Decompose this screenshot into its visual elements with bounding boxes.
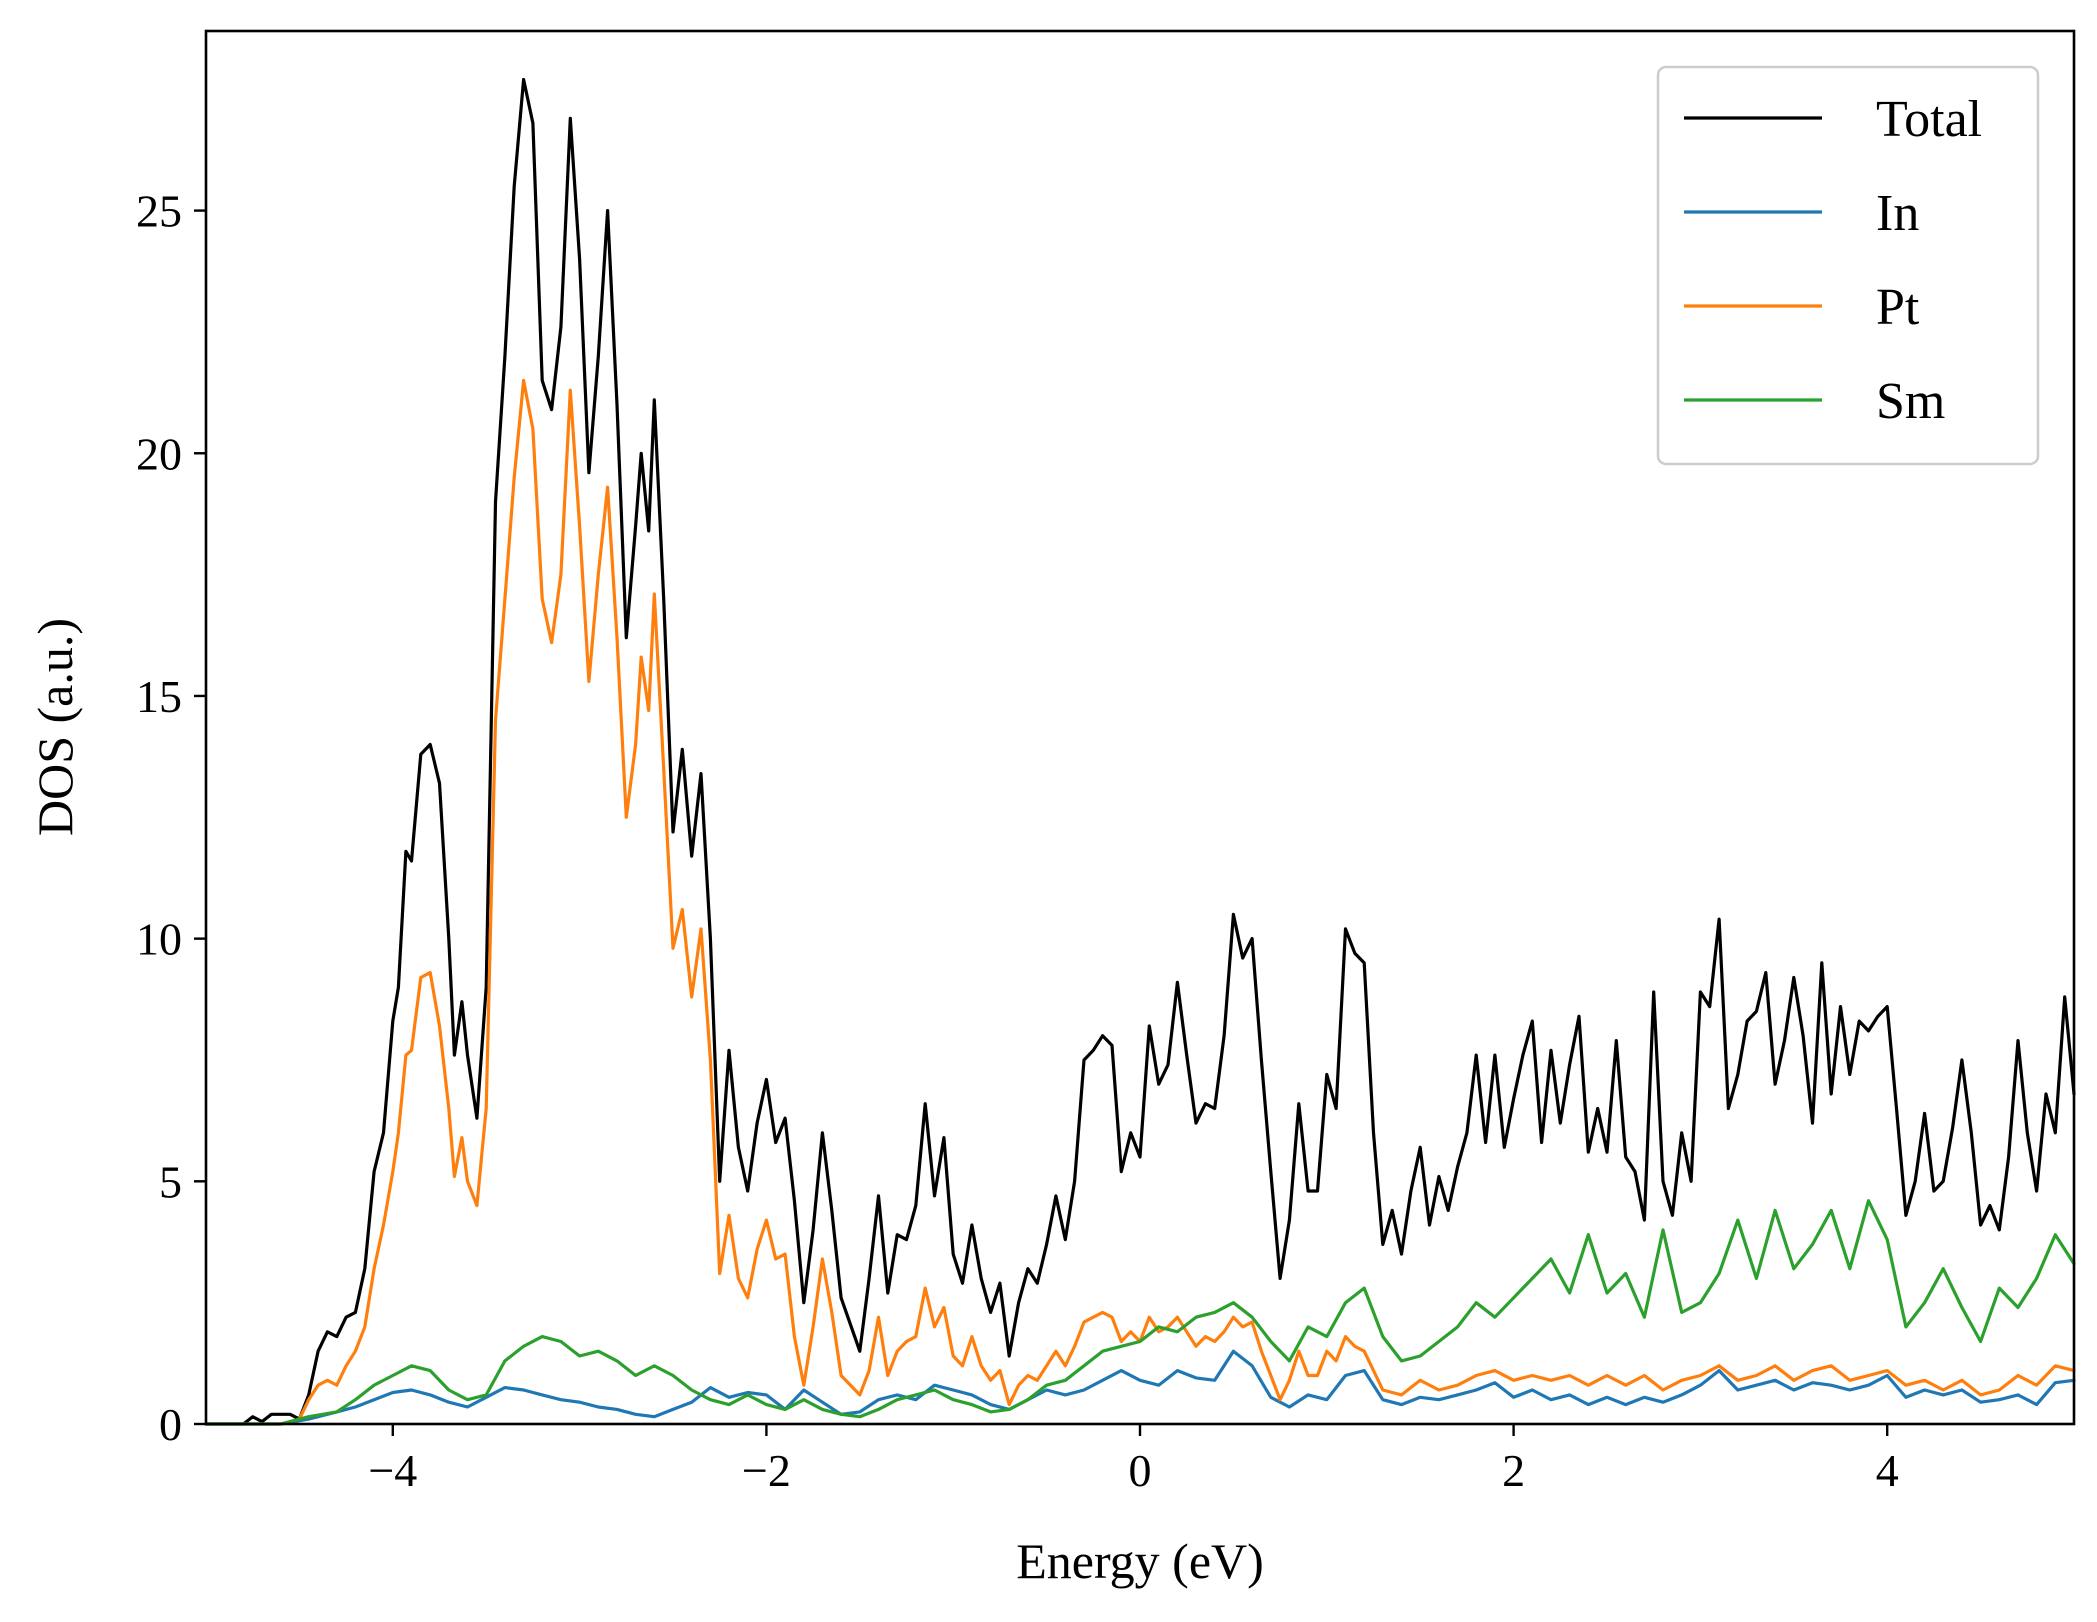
y-axis-label: DOS (a.u.): [27, 618, 83, 836]
x-tick-label: 0: [1129, 1445, 1152, 1496]
series-line-sm: [204, 1199, 2076, 1426]
series-layer: [204, 77, 2076, 1426]
series-line-in: [204, 1349, 2076, 1426]
legend-label-in: In: [1876, 185, 1919, 242]
y-tick-label: 5: [159, 1156, 182, 1207]
y-axis: 0 5 10 15 20 25: [136, 186, 206, 1450]
x-axis-label: Energy (eV): [1016, 1533, 1264, 1589]
y-tick-label: 25: [136, 186, 182, 237]
x-tick-label: 2: [1502, 1445, 1525, 1496]
y-tick-label: 0: [159, 1399, 182, 1450]
legend-label-sm: Sm: [1876, 373, 1945, 430]
x-axis: −4 −2 0 2 4: [368, 1424, 1899, 1496]
legend-box: [1656, 65, 2040, 466]
x-tick-label: −4: [368, 1445, 417, 1496]
x-tick-label: 4: [1876, 1445, 1899, 1496]
legend-label-pt: Pt: [1876, 279, 1920, 336]
legend: Total In Pt Sm: [1656, 65, 2040, 466]
series-line-total: [204, 77, 2076, 1426]
x-tick-label: −2: [742, 1445, 791, 1496]
y-tick-label: 10: [136, 914, 182, 965]
series-line-pt: [204, 378, 2076, 1426]
y-tick-label: 20: [136, 428, 182, 479]
legend-label-total: Total: [1876, 91, 1982, 148]
y-tick-label: 15: [136, 671, 182, 722]
